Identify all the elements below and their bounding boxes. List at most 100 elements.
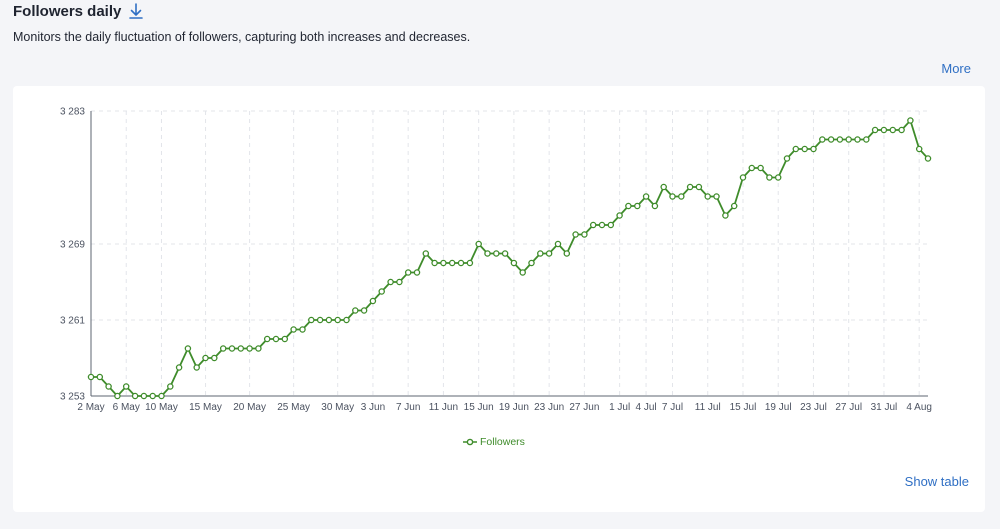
- data-point: [228, 345, 236, 352]
- data-point: [237, 345, 245, 352]
- data-point: [563, 250, 571, 257]
- data-point: [325, 316, 333, 324]
- x-tick-label: 31 Jul: [871, 402, 898, 413]
- header: Followers daily: [13, 2, 144, 20]
- data-point: [730, 202, 738, 210]
- x-tick-label: 7 Jul: [662, 402, 683, 413]
- data-point: [854, 136, 861, 143]
- data-point: [466, 259, 474, 267]
- data-point: [616, 212, 623, 219]
- x-tick-label: 27 Jul: [835, 402, 862, 413]
- data-point: [678, 193, 685, 200]
- data-point: [748, 164, 756, 172]
- x-tick-label: 15 Jul: [730, 402, 757, 413]
- y-tick-label: 3 261: [60, 316, 85, 327]
- x-tick-label: 23 Jun: [534, 402, 564, 413]
- data-point: [827, 136, 835, 143]
- x-tick-label: 15 Jun: [464, 402, 494, 413]
- data-point: [334, 316, 341, 324]
- data-point: [819, 136, 826, 143]
- data-point: [219, 345, 227, 352]
- data-point: [810, 145, 817, 153]
- data-point: [537, 250, 544, 257]
- data-point: [457, 259, 465, 267]
- data-point: [158, 392, 165, 400]
- data-point: [246, 345, 253, 352]
- download-arrow-icon[interactable]: [128, 2, 144, 20]
- x-tick-label: 19 Jul: [765, 402, 792, 413]
- data-point: [404, 269, 412, 276]
- more-link[interactable]: More: [941, 61, 971, 76]
- data-point: [704, 193, 711, 200]
- data-point: [475, 240, 482, 248]
- data-point: [396, 278, 403, 286]
- data-point: [845, 136, 852, 143]
- data-point: [722, 212, 729, 219]
- show-table-link[interactable]: Show table: [904, 474, 969, 489]
- x-tick-label: 1 Jul: [609, 402, 630, 413]
- x-tick-label: 6 May: [113, 402, 140, 413]
- x-tick-label: 3 Jun: [361, 402, 385, 413]
- data-point: [651, 202, 659, 210]
- data-point: [607, 221, 615, 229]
- x-tick-label: 19 Jun: [499, 402, 529, 413]
- data-point: [625, 202, 632, 210]
- data-point: [272, 335, 280, 343]
- data-point: [686, 183, 694, 191]
- data-point: [87, 373, 95, 381]
- data-point: [184, 345, 192, 352]
- data-point: [431, 259, 438, 267]
- legend-item-followers[interactable]: Followers: [463, 436, 525, 448]
- data-point: [757, 164, 764, 172]
- data-point: [493, 250, 500, 257]
- data-point: [114, 392, 121, 400]
- data-point: [836, 136, 844, 143]
- y-tick-label: 3 269: [60, 240, 85, 251]
- data-point: [299, 326, 306, 333]
- data-point: [739, 174, 747, 181]
- data-point: [360, 307, 368, 314]
- data-point: [140, 392, 148, 400]
- y-tick-label: 3 283: [60, 107, 85, 118]
- data-point: [105, 383, 112, 390]
- data-point: [167, 383, 174, 390]
- x-tick-label: 30 May: [321, 402, 354, 413]
- x-tick-label: 11 Jun: [429, 402, 458, 413]
- data-point: [352, 307, 359, 314]
- x-tick-label: 4 Aug: [906, 402, 932, 413]
- data-point: [889, 126, 897, 134]
- data-point: [378, 288, 385, 295]
- data-point: [193, 364, 200, 371]
- data-point: [792, 145, 800, 153]
- data-point: [528, 259, 535, 267]
- page-subtitle: Monitors the daily fluctuation of follow…: [13, 30, 471, 44]
- x-tick-label: 23 Jul: [800, 402, 827, 413]
- data-point: [634, 202, 641, 210]
- x-tick-label: 4 Jul: [636, 402, 657, 413]
- data-point: [316, 316, 324, 324]
- data-point: [924, 155, 932, 162]
- x-tick-label: 25 May: [277, 402, 310, 413]
- data-point: [545, 250, 553, 257]
- x-tick-label: 11 Jul: [695, 402, 721, 413]
- data-point: [642, 193, 650, 200]
- x-tick-label: 7 Jun: [396, 402, 420, 413]
- data-point: [907, 117, 914, 124]
- x-tick-label: 15 May: [189, 402, 222, 413]
- data-point: [255, 345, 262, 352]
- x-tick-label: 20 May: [233, 402, 266, 413]
- data-point: [131, 392, 139, 400]
- legend-marker-icon: [463, 438, 477, 446]
- data-point: [369, 297, 377, 305]
- data-point: [448, 259, 456, 267]
- data-point: [554, 240, 562, 248]
- data-point: [149, 392, 156, 400]
- chart-card: 3 253 3 261 3 269 3 283 2 May 6 May 10 May 15 M…: [13, 86, 985, 512]
- data-point: [510, 259, 518, 267]
- data-point: [96, 373, 104, 381]
- data-point: [308, 316, 315, 324]
- data-point: [766, 174, 773, 181]
- data-point: [290, 326, 297, 333]
- data-point: [598, 221, 606, 229]
- data-point: [484, 250, 491, 257]
